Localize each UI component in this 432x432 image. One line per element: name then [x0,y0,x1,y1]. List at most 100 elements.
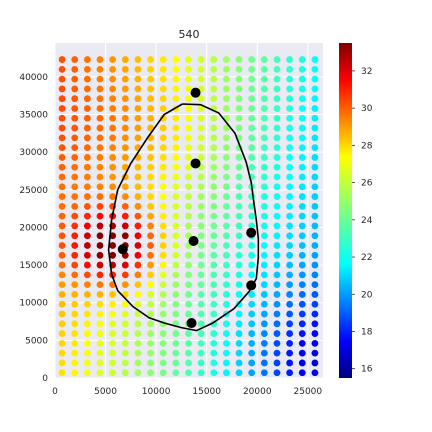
scatter-point [223,183,230,191]
scatter-point [286,65,294,73]
scatter-point [121,202,129,210]
colorbar-tick-label: 22 [361,253,372,263]
scatter-point [147,349,154,357]
scatter-point [273,271,281,279]
scatter-point [71,271,79,279]
scatter-point [159,222,167,230]
scatter-point [134,163,142,171]
scatter-point [248,300,256,308]
scatter-point [159,359,167,367]
scatter-point [159,261,167,269]
scatter-point [134,330,142,337]
scatter-point [248,105,256,112]
scatter-point [58,261,66,269]
scatter-point [172,300,180,308]
scatter-point [58,339,66,347]
scatter-point [298,144,306,152]
scatter-point [273,251,281,259]
scatter-point [248,124,256,132]
scatter-point [273,261,281,269]
scatter-point [273,134,281,142]
scatter-point [311,251,319,259]
scatter-point [121,369,129,377]
colorbar-tick-label: 24 [361,216,373,226]
scatter-point [286,154,294,161]
scatter-point [147,310,154,318]
scatter-point [121,349,129,357]
scatter-point [71,281,79,289]
scatter-point [58,154,66,161]
scatter-point [248,291,256,298]
contour-line [107,103,260,332]
scatter-point [185,310,192,318]
scatter-point [185,173,192,181]
x-tick-label: 20000 [243,387,272,397]
scatter-point [197,173,205,181]
scatter-point [172,183,180,191]
scatter-point [121,330,129,337]
scatter-point [311,261,319,269]
scatter-point [134,232,142,240]
scatter-point [248,134,256,142]
scatter-point [147,271,154,279]
scatter-point [109,183,117,191]
scatter-point [197,202,205,210]
scatter-point [96,359,104,367]
scatter-point [147,144,154,152]
scatter-point [210,114,218,122]
scatter-point [311,134,319,142]
scatter-point [185,56,192,63]
scatter-point [159,163,167,171]
colorbar-tick-label: 16 [361,365,373,375]
scatter-point [147,330,154,337]
scatter-point [147,163,154,171]
scatter-point [147,105,154,112]
scatter-point [260,134,268,142]
scatter-point [109,163,117,171]
scatter-point [298,65,306,73]
scatter-point [58,320,66,328]
scatter-point [197,114,205,122]
scatter-point [172,271,180,279]
scatter-point [71,310,79,318]
scatter-point [159,56,167,63]
scatter-point [210,65,218,73]
scatter-point [286,330,294,337]
scatter-point [83,183,91,191]
scatter-point [121,95,129,103]
scatter-point [96,202,104,210]
scatter-point [223,320,230,328]
scatter-point [286,359,294,367]
y-tick-label: 5000 [25,336,48,346]
scatter-point [235,154,243,161]
scatter-point [286,183,294,191]
scatter-point [121,281,129,289]
scatter-point [197,339,205,347]
scatter-point [185,202,192,210]
scatter-point [185,222,192,230]
scatter-point [235,105,243,112]
scatter-point [311,320,319,328]
scatter-point [197,193,205,200]
scatter-point [311,349,319,357]
scatter-point [235,212,243,220]
x-tick-label: 10000 [142,387,171,397]
scatter-point [223,75,230,83]
scatter-point [235,291,243,298]
scatter-point [260,56,268,63]
scatter-point [58,349,66,357]
scatter-point [71,173,79,181]
scatter-point [58,163,66,171]
scatter-point [286,114,294,122]
scatter-point [96,222,104,230]
scatter-point [71,65,79,73]
scatter-point [298,212,306,220]
scatter-point [311,85,319,93]
scatter-point [121,183,129,191]
scatter-point [83,271,91,279]
marker-point [190,158,201,169]
scatter-point [197,310,205,318]
scatter-point [210,330,218,337]
scatter-point [185,144,192,152]
scatter-point [159,291,167,298]
